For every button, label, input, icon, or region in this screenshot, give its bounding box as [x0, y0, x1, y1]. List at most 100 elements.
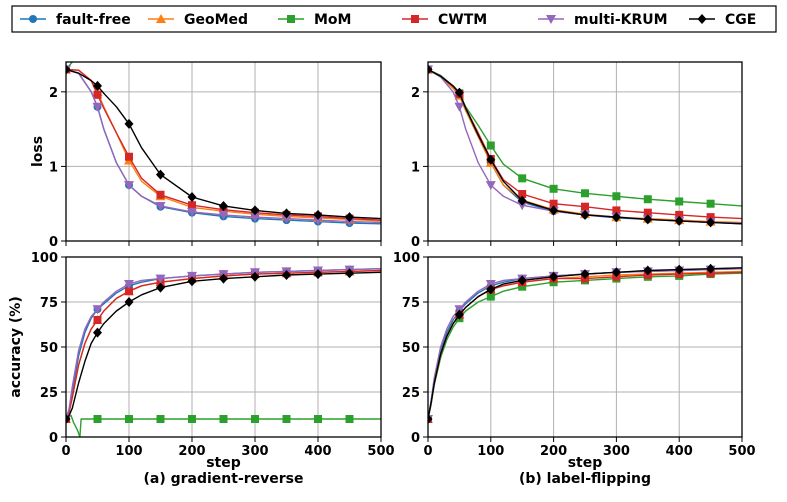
- data-point-CGE-loss-panel-2: [643, 214, 653, 225]
- data-point-MoM-accuracy-panel-2: [486, 292, 495, 301]
- ytick-label-loss-panel-2: 1: [411, 160, 420, 175]
- data-point-MoM-loss-panel-2: [486, 141, 495, 150]
- xtick-label-accuracy-panel-2: 300: [603, 444, 630, 459]
- data-point-CGE-accuracy-panel-2: [706, 263, 716, 274]
- data-point-CWTM-loss-panel-2: [706, 213, 715, 222]
- data-point-multi-KRUM-accuracy-panel-1: [124, 280, 134, 289]
- data-point-CWTM-loss-panel-1: [93, 90, 102, 99]
- legend-label-MoM: MoM: [314, 12, 351, 28]
- legend-marker-fault-free: [29, 15, 37, 23]
- xtick-label-accuracy-panel-2: 200: [540, 444, 567, 459]
- legend-marker-CGE: [697, 14, 707, 24]
- ytick-label-accuracy-panel-1: 100: [31, 251, 58, 266]
- data-point-CGE-loss-panel-1: [187, 191, 197, 202]
- ytick-label-accuracy-panel-2: 50: [402, 341, 420, 356]
- ytick-label-accuracy-panel-1: 0: [49, 431, 58, 446]
- ytick-label-accuracy-panel-2: 75: [402, 296, 420, 311]
- data-point-CGE-accuracy-panel-1: [313, 269, 323, 280]
- series-line-CGE-accuracy-panel-2: [428, 267, 742, 420]
- data-point-MoM-loss-panel-2: [706, 199, 715, 208]
- data-point-CGE-loss-panel-1: [250, 205, 260, 216]
- data-point-CGE-accuracy-panel-2: [611, 267, 621, 278]
- series-line-CWTM-loss-panel-1: [66, 68, 381, 221]
- series-line-fault-free-accuracy-panel-1: [66, 268, 381, 420]
- legend-box: [11, 5, 777, 33]
- data-point-CGE-loss-panel-2: [580, 209, 590, 220]
- data-point-CGE-accuracy-panel-1: [219, 273, 228, 284]
- data-point-CGE-accuracy-panel-1: [66, 414, 71, 424]
- xtick-label-accuracy-panel-1: 400: [304, 444, 331, 459]
- data-point-CGE-accuracy-panel-1: [345, 268, 354, 279]
- data-point-CGE-accuracy-panel-2: [549, 271, 559, 282]
- data-point-MoM-accuracy-panel-1: [219, 415, 228, 423]
- data-point-CGE-loss-panel-1: [345, 212, 354, 223]
- ytick-label-loss-panel-2: 2: [411, 86, 420, 101]
- data-point-MoM-loss-panel-2: [581, 189, 589, 198]
- data-point-CGE-accuracy-panel-1: [187, 276, 197, 287]
- data-point-MoM-loss-panel-2: [675, 197, 684, 206]
- series-line-fault-free-loss-panel-2: [428, 68, 742, 225]
- data-point-multi-KRUM-accuracy-panel-1: [92, 305, 103, 315]
- data-point-multi-KRUM-accuracy-panel-1: [155, 274, 166, 284]
- series-line-multi-KRUM-accuracy-panel-2: [428, 268, 742, 420]
- series-line-GeoMed-accuracy-panel-1: [66, 269, 381, 420]
- data-point-CGE-loss-panel-2: [517, 195, 527, 206]
- ytick-label-accuracy-panel-2: 25: [402, 386, 420, 401]
- data-point-CWTM-loss-panel-2: [518, 190, 527, 199]
- data-point-CWTM-accuracy-panel-1: [93, 316, 102, 324]
- data-point-multi-KRUM-loss-panel-1: [218, 210, 229, 220]
- data-point-CWTM-accuracy-panel-1: [125, 287, 133, 296]
- data-point-CGE-accuracy-panel-1: [124, 297, 134, 307]
- data-point-CGE-accuracy-panel-2: [454, 309, 464, 320]
- xtick-label-accuracy-panel-2: 100: [477, 444, 504, 459]
- data-point-CGE-loss-panel-2: [428, 64, 433, 75]
- xlabel-accuracy-panel-2: step: [568, 455, 603, 471]
- data-point-CGE-accuracy-panel-1: [250, 271, 260, 282]
- data-point-CGE-loss-panel-2: [454, 87, 464, 98]
- data-point-multi-KRUM-loss-panel-1: [155, 201, 166, 211]
- data-point-CGE-accuracy-panel-2: [428, 414, 433, 424]
- series-line-multi-KRUM-loss-panel-1: [66, 68, 381, 224]
- ytick-label-loss-panel-1: 2: [49, 86, 58, 101]
- series-line-GeoMed-loss-panel-2: [428, 68, 742, 224]
- data-point-MoM-loss-panel-2: [549, 184, 558, 193]
- ytick-label-loss-panel-2: 0: [411, 235, 420, 250]
- legend-marker-GeoMed: [156, 14, 166, 23]
- data-point-MoM-accuracy-panel-1: [345, 415, 354, 423]
- series-group-loss-panel-1: [66, 62, 381, 228]
- series-line-multi-KRUM-loss-panel-2: [428, 68, 742, 224]
- legend-marker-multi-KRUM: [546, 15, 556, 24]
- xtick-label-accuracy-panel-1: 200: [178, 444, 205, 459]
- data-point-multi-KRUM-loss-panel-1: [250, 213, 260, 223]
- series-group-accuracy-panel-1: [66, 265, 381, 437]
- xtick-label-accuracy-panel-1: 0: [61, 444, 70, 459]
- data-point-CGE-loss-panel-1: [219, 200, 228, 211]
- data-point-CGE-accuracy-panel-2: [517, 275, 527, 286]
- data-point-CGE-loss-panel-1: [282, 208, 291, 219]
- data-point-CWTM-loss-panel-2: [643, 208, 652, 217]
- data-point-CGE-loss-panel-1: [124, 118, 134, 129]
- data-point-CGE-loss-panel-2: [674, 215, 684, 226]
- xlabel-accuracy-panel-1: step: [206, 455, 241, 471]
- data-point-CWTM-loss-panel-1: [188, 201, 196, 210]
- data-point-CWTM-loss-panel-2: [675, 210, 684, 219]
- series-line-fault-free-accuracy-panel-2: [428, 268, 742, 420]
- xtick-label-accuracy-panel-2: 0: [423, 444, 432, 459]
- legend-label-CGE: CGE: [725, 12, 756, 28]
- legend-marker-MoM: [287, 15, 295, 23]
- data-point-MoM-accuracy-panel-1: [188, 415, 196, 423]
- data-point-MoM-accuracy-panel-1: [314, 415, 322, 423]
- legend-label-GeoMed: GeoMed: [184, 12, 248, 28]
- ytick-label-accuracy-panel-1: 75: [40, 296, 58, 311]
- series-line-CGE-loss-panel-2: [428, 68, 742, 225]
- data-point-CGE-accuracy-panel-1: [156, 282, 165, 293]
- ytick-label-accuracy-panel-1: 25: [40, 386, 58, 401]
- data-point-CGE-accuracy-panel-1: [282, 270, 291, 280]
- data-point-CGE-loss-panel-2: [549, 205, 559, 216]
- data-point-MoM-accuracy-panel-1: [125, 415, 133, 423]
- data-point-multi-KRUM-loss-panel-1: [92, 102, 103, 112]
- xtick-label-accuracy-panel-2: 400: [666, 444, 693, 459]
- data-point-CWTM-loss-panel-2: [549, 199, 558, 208]
- data-point-CWTM-loss-panel-1: [156, 190, 165, 199]
